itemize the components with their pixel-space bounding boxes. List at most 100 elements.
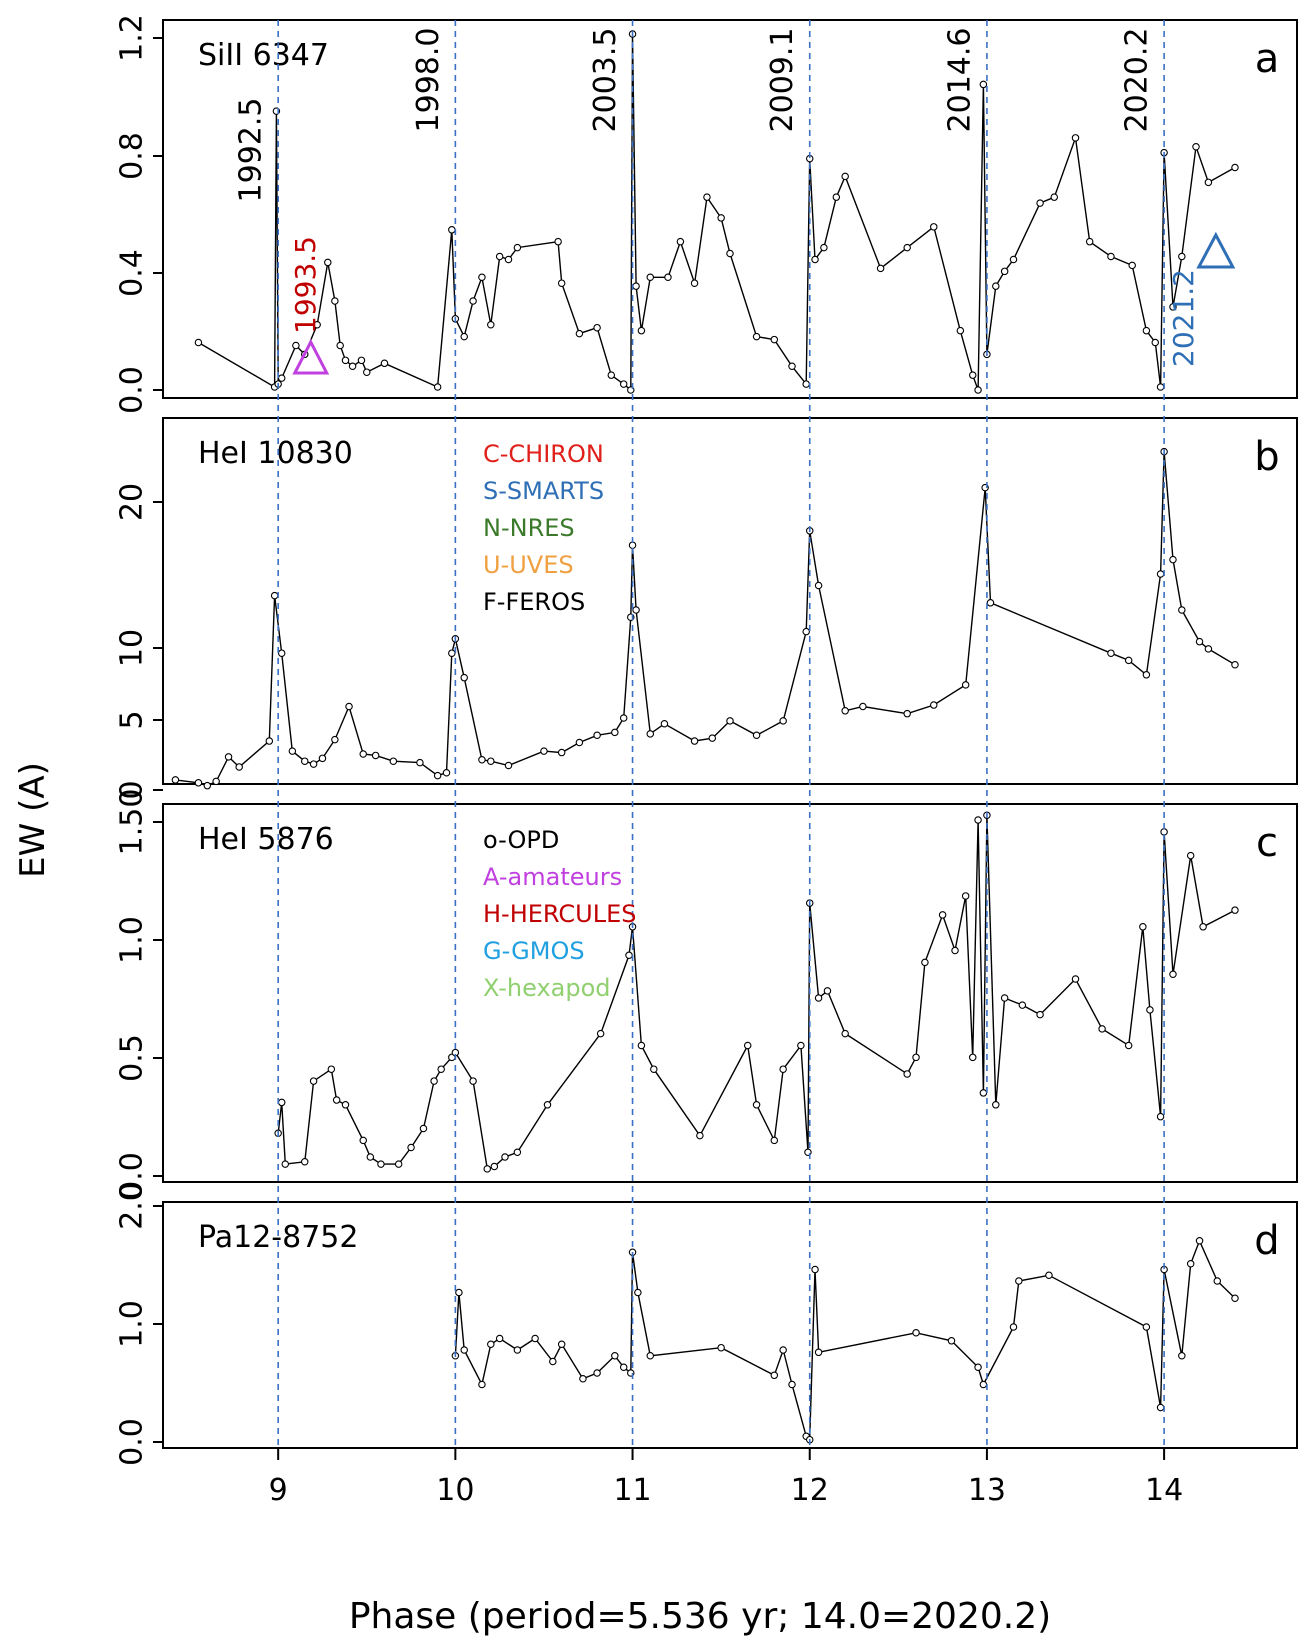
x-tick-label: 10 xyxy=(436,1473,474,1508)
data-point xyxy=(779,717,787,725)
panel-d: 0.0 1.0 2.0 Pa12-8752 d xyxy=(115,1182,1298,1466)
triangle-marker xyxy=(292,338,330,375)
data-point xyxy=(802,627,810,636)
data-point xyxy=(313,320,321,329)
data-point xyxy=(1018,1001,1027,1009)
y-tick-label: 0.8 xyxy=(115,132,150,180)
data-point xyxy=(371,751,380,760)
data-point xyxy=(593,731,601,740)
data-point xyxy=(416,758,424,767)
data-point xyxy=(318,754,327,763)
epoch-label: 2014.6 xyxy=(942,28,977,133)
data-point xyxy=(676,237,685,246)
data-point xyxy=(938,911,947,919)
data-point xyxy=(974,1363,982,1372)
data-point xyxy=(1142,326,1151,335)
y-tick-label: 1.50 xyxy=(115,789,150,856)
data-point xyxy=(543,1101,552,1109)
legend-entry: U-UVES xyxy=(483,551,574,579)
y-axis-label: EW (A) xyxy=(13,762,53,878)
x-tick-label: 9 xyxy=(269,1473,288,1508)
data-point xyxy=(951,946,959,955)
annotation-2021-2: 2021.2 xyxy=(1167,269,1200,367)
y-tick-label: 0.0 xyxy=(115,366,150,414)
data-point xyxy=(1231,1294,1239,1303)
data-point xyxy=(619,714,628,722)
data-point xyxy=(504,761,513,770)
data-point xyxy=(752,1101,761,1109)
data-point xyxy=(203,781,212,790)
y-tick-label: 0.0 xyxy=(115,1152,150,1200)
data-point xyxy=(460,332,468,341)
data-point xyxy=(1036,199,1044,207)
data-point xyxy=(912,1053,920,1062)
data-point xyxy=(1107,252,1115,261)
data-point xyxy=(455,1288,463,1297)
data-point xyxy=(1231,163,1239,172)
data-point xyxy=(779,1346,787,1354)
data-point xyxy=(270,591,279,600)
data-point xyxy=(341,1101,350,1109)
data-point xyxy=(650,1065,658,1073)
data-point xyxy=(611,1352,619,1360)
data-point xyxy=(490,1162,499,1171)
data-point xyxy=(1186,851,1195,860)
data-point xyxy=(357,356,366,365)
data-point xyxy=(1195,637,1204,646)
data-point xyxy=(859,702,867,711)
data-point xyxy=(430,1077,438,1085)
data-point xyxy=(531,1334,539,1343)
data-point xyxy=(433,383,442,391)
data-point xyxy=(611,728,619,737)
data-point xyxy=(1036,1010,1044,1019)
data-point xyxy=(903,709,911,718)
data-point xyxy=(1045,1271,1053,1280)
panel-frame xyxy=(162,19,1298,399)
panel-title: SiII 6347 xyxy=(198,38,329,73)
data-point xyxy=(1204,178,1213,187)
data-point xyxy=(1213,1277,1222,1285)
panel-letter: b xyxy=(1254,434,1279,480)
data-point xyxy=(1124,656,1133,665)
data-point xyxy=(359,750,367,758)
data-point xyxy=(903,1070,911,1078)
x-tick-label: 14 xyxy=(1145,1473,1183,1508)
legend-entry: A-amateurs xyxy=(483,863,622,891)
data-point xyxy=(876,264,885,273)
data-point xyxy=(1204,645,1213,653)
data-point xyxy=(690,737,699,745)
data-point xyxy=(961,892,970,900)
data-point xyxy=(1128,261,1136,270)
data-point xyxy=(1139,923,1147,931)
data-point xyxy=(377,1160,385,1168)
data-point xyxy=(437,1065,445,1073)
data-point xyxy=(359,1136,367,1145)
data-point xyxy=(513,1346,522,1354)
panel-title: Pa12-8752 xyxy=(198,1220,358,1255)
data-point xyxy=(619,380,628,388)
data-point xyxy=(336,341,344,350)
data-point xyxy=(1169,970,1177,979)
y-tick-label: 1.0 xyxy=(115,1300,150,1348)
data-point xyxy=(696,1131,704,1140)
data-point xyxy=(331,297,339,305)
legend-entry: o-OPD xyxy=(483,826,559,854)
data-point xyxy=(341,356,350,365)
data-point xyxy=(770,1136,779,1145)
data-point xyxy=(930,701,938,709)
data-point xyxy=(802,380,810,388)
data-point xyxy=(947,1337,956,1345)
legend-entry: C-CHIRON xyxy=(483,440,604,468)
data-point xyxy=(292,341,300,350)
data-point xyxy=(501,1153,509,1161)
data-point xyxy=(277,374,286,382)
y-tick-label: 10 xyxy=(115,629,150,667)
data-point xyxy=(579,1375,587,1383)
panel-b: 0 5 10 20 HeI 10830 b xyxy=(115,417,1298,800)
data-point xyxy=(557,279,566,287)
data-point xyxy=(974,816,982,824)
data-point xyxy=(986,599,995,607)
y-tick-label: 20 xyxy=(115,483,150,521)
data-point xyxy=(366,1153,375,1161)
data-point xyxy=(1178,252,1186,261)
